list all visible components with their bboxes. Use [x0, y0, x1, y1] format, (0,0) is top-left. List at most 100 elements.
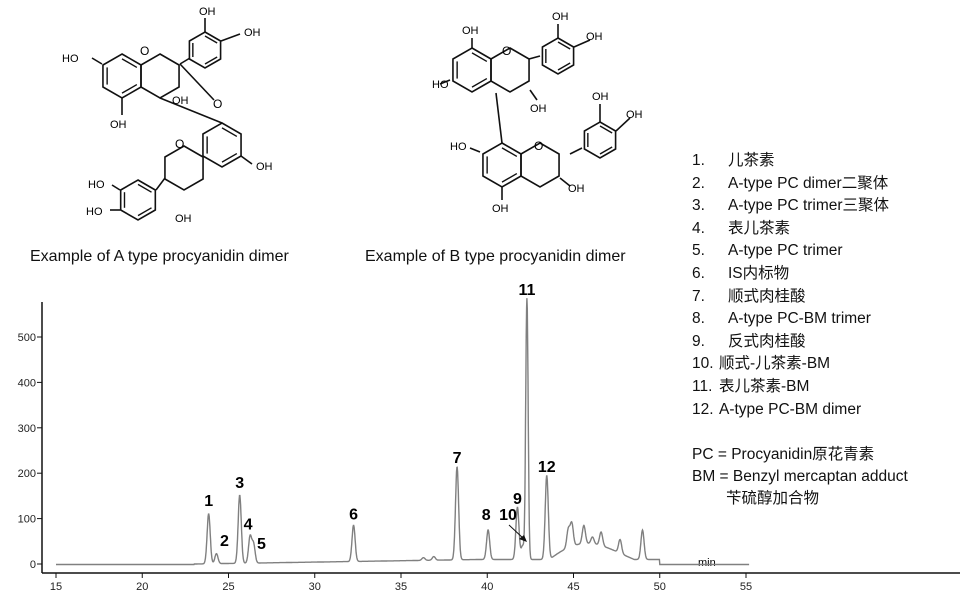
- y-tick-label: 200: [18, 468, 36, 480]
- double-bond: [599, 125, 613, 134]
- legend-text: A-type PC trimer: [728, 242, 843, 260]
- legend-number: 5.: [692, 242, 705, 260]
- oh-label: OH: [492, 203, 509, 215]
- bond: [91, 57, 103, 65]
- bond: [559, 177, 571, 187]
- peak-label: 10: [499, 507, 517, 524]
- ring-oxygen-label: O: [140, 44, 149, 58]
- bond: [439, 79, 451, 85]
- bond: [179, 63, 215, 101]
- legend-number: 9.: [692, 332, 705, 350]
- structure-b-type-procyanidin-dimer: OH OH OH HO OH OH OH HO OH OH O O: [432, 11, 643, 215]
- legend-item: 4. 表儿茶素: [692, 218, 889, 241]
- legend-text: 儿茶素: [728, 152, 775, 169]
- y-tick-label: 300: [18, 423, 36, 435]
- ring-oxygen-label: O: [534, 139, 543, 153]
- oh-label: OH: [244, 27, 261, 39]
- peak-label: 12: [538, 459, 556, 476]
- ring-oxygen-label: O: [175, 137, 184, 151]
- ring: [482, 142, 522, 188]
- legend-text: 反式肉桂酸: [728, 332, 806, 350]
- oh-label: OH: [530, 103, 547, 115]
- peak-legend: 1. 儿茶素 2. A-type PC dimer二聚体 3. A-type PC tri…: [692, 150, 889, 421]
- oh-label: OH: [110, 119, 127, 131]
- ho-label: HO: [86, 206, 103, 218]
- note-bm: BM = Benzyl mercaptan adduct: [692, 468, 908, 485]
- legend-number: 10.: [692, 355, 714, 373]
- double-bond: [557, 41, 571, 50]
- ho-label: HO: [88, 179, 105, 191]
- legend-item: 3. A-type PC trimer三聚体: [692, 195, 889, 218]
- legend-item: 6. IS内标物: [692, 263, 889, 286]
- oh-label: OH: [172, 95, 189, 107]
- legend-item: 9. 反式肉桂酸: [692, 331, 889, 354]
- x-axis-unit-label: min: [698, 557, 716, 569]
- double-bond: [557, 62, 571, 71]
- legend-number: 12.: [692, 400, 714, 418]
- oh-label: OH: [586, 31, 603, 43]
- x-tick-label: 30: [309, 581, 321, 593]
- oh-label: OH: [568, 183, 585, 195]
- legend-text: IS内标物: [728, 264, 790, 282]
- legend-item: 11. 表儿茶素-BM: [692, 376, 889, 399]
- x-tick-label: 50: [654, 581, 666, 593]
- legend-number: 11.: [692, 377, 713, 395]
- bond: [159, 97, 223, 124]
- bond: [573, 39, 591, 48]
- double-bond: [471, 52, 488, 63]
- peak-label: 7: [453, 450, 462, 467]
- x-tick-label: 55: [740, 581, 752, 593]
- legend-text: A-type PC-BM dimer: [719, 400, 862, 418]
- double-bond: [471, 77, 488, 88]
- peak-label: 2: [220, 533, 229, 550]
- oh-label: OH: [175, 213, 192, 225]
- legend-item: 12. A-type PC-BM dimer: [692, 399, 889, 422]
- ring: [520, 142, 560, 188]
- ring: [119, 179, 157, 221]
- peak-label: 9: [513, 491, 522, 508]
- peak-label: 8: [482, 507, 491, 524]
- bond: [528, 55, 541, 60]
- ring: [202, 122, 242, 168]
- legend-text: 顺式肉桂酸: [728, 287, 806, 305]
- ring-oxygen-label: O: [502, 44, 511, 58]
- x-tick-label: 35: [395, 581, 407, 593]
- double-bond: [121, 58, 138, 69]
- note-pc: PC = Procyanidin原花青素: [692, 446, 875, 463]
- bond: [220, 33, 241, 42]
- ring: [452, 47, 492, 93]
- peak-label: 3: [235, 475, 244, 492]
- legend-item: 1. 儿茶素: [692, 150, 889, 173]
- oh-label: OH: [256, 161, 273, 173]
- chromatogram-trace: [56, 298, 750, 566]
- peak-10-arrow: [508, 524, 525, 540]
- peak-label: 6: [349, 507, 358, 524]
- double-bond: [501, 147, 518, 158]
- x-tick-label: 25: [222, 581, 234, 593]
- note-bm-cn: 苄硫醇加合物: [726, 490, 820, 507]
- double-bond: [121, 83, 138, 94]
- double-bond: [204, 35, 218, 44]
- double-bond: [221, 152, 238, 163]
- peak-label: 4: [244, 517, 253, 534]
- y-tick-label: 500: [18, 332, 36, 344]
- y-tick-label: 0: [30, 559, 36, 571]
- peak-label: 11: [518, 282, 535, 299]
- ring: [140, 53, 180, 99]
- bond: [240, 155, 253, 165]
- x-tick-label: 15: [50, 581, 62, 593]
- legend-item: 7. 顺式肉桂酸: [692, 286, 889, 309]
- double-bond: [137, 207, 152, 217]
- ho-label: HO: [62, 53, 79, 65]
- legend-text: 表儿茶素: [728, 219, 791, 237]
- legend-item: 5. A-type PC trimer: [692, 240, 889, 263]
- x-tick-label: 20: [136, 581, 148, 593]
- double-bond: [501, 172, 518, 183]
- abbreviation-notes: PC = Procyanidin原花青素 BM = Benzyl mercapt…: [692, 444, 908, 510]
- oh-label: OH: [462, 25, 479, 37]
- double-bond: [204, 56, 218, 65]
- bond: [111, 184, 121, 191]
- double-bond: [137, 183, 152, 193]
- ring: [102, 53, 142, 99]
- legend-number: 2.: [692, 174, 705, 192]
